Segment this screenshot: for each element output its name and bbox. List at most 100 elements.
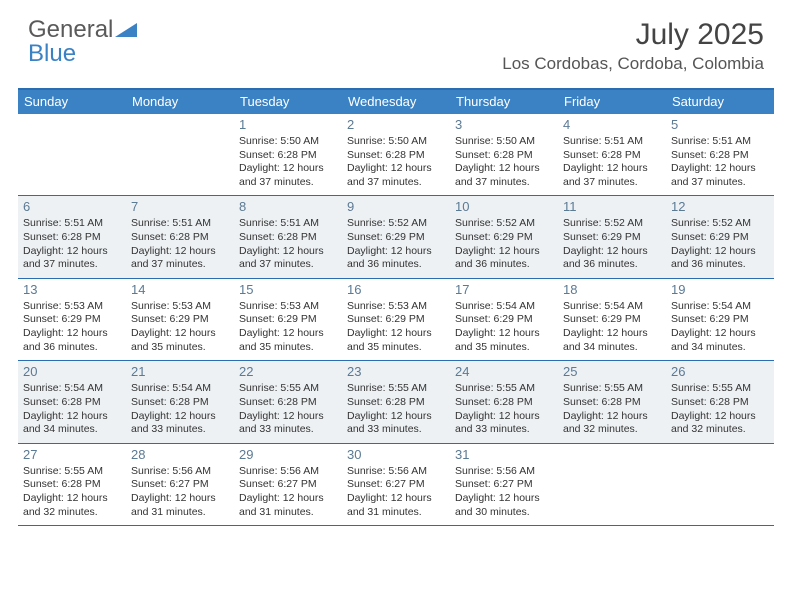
- calendar-empty-cell: [18, 114, 126, 195]
- weekday-header: Friday: [558, 90, 666, 114]
- sunset-line: Sunset: 6:28 PM: [455, 396, 553, 410]
- day-number: 30: [347, 447, 445, 464]
- day-number: 5: [671, 117, 769, 134]
- calendar-day-cell: 12Sunrise: 5:52 AMSunset: 6:29 PMDayligh…: [666, 196, 774, 277]
- weekday-header: Saturday: [666, 90, 774, 114]
- sunrise-line: Sunrise: 5:53 AM: [23, 300, 121, 314]
- calendar-day-cell: 3Sunrise: 5:50 AMSunset: 6:28 PMDaylight…: [450, 114, 558, 195]
- daylight-line: Daylight: 12 hours and 37 minutes.: [131, 245, 229, 272]
- sunrise-line: Sunrise: 5:53 AM: [239, 300, 337, 314]
- daylight-line: Daylight: 12 hours and 31 minutes.: [239, 492, 337, 519]
- day-number: 25: [563, 364, 661, 381]
- daylight-line: Daylight: 12 hours and 33 minutes.: [131, 410, 229, 437]
- sunset-line: Sunset: 6:29 PM: [239, 313, 337, 327]
- daylight-line: Daylight: 12 hours and 35 minutes.: [239, 327, 337, 354]
- calendar: Sunday Monday Tuesday Wednesday Thursday…: [18, 88, 774, 526]
- day-number: 31: [455, 447, 553, 464]
- sunrise-line: Sunrise: 5:50 AM: [347, 135, 445, 149]
- daylight-line: Daylight: 12 hours and 34 minutes.: [563, 327, 661, 354]
- sunrise-line: Sunrise: 5:54 AM: [455, 300, 553, 314]
- sunset-line: Sunset: 6:28 PM: [23, 231, 121, 245]
- sunrise-line: Sunrise: 5:56 AM: [455, 465, 553, 479]
- daylight-line: Daylight: 12 hours and 37 minutes.: [455, 162, 553, 189]
- sunrise-line: Sunrise: 5:54 AM: [563, 300, 661, 314]
- daylight-line: Daylight: 12 hours and 33 minutes.: [347, 410, 445, 437]
- calendar-day-cell: 29Sunrise: 5:56 AMSunset: 6:27 PMDayligh…: [234, 444, 342, 525]
- sunrise-line: Sunrise: 5:50 AM: [239, 135, 337, 149]
- sunset-line: Sunset: 6:28 PM: [239, 149, 337, 163]
- sunrise-line: Sunrise: 5:51 AM: [671, 135, 769, 149]
- sunset-line: Sunset: 6:28 PM: [455, 149, 553, 163]
- day-number: 6: [23, 199, 121, 216]
- day-number: 10: [455, 199, 553, 216]
- sunrise-line: Sunrise: 5:54 AM: [671, 300, 769, 314]
- calendar-day-cell: 31Sunrise: 5:56 AMSunset: 6:27 PMDayligh…: [450, 444, 558, 525]
- sunset-line: Sunset: 6:29 PM: [131, 313, 229, 327]
- day-number: 22: [239, 364, 337, 381]
- sunset-line: Sunset: 6:28 PM: [671, 396, 769, 410]
- sunrise-line: Sunrise: 5:54 AM: [131, 382, 229, 396]
- sunset-line: Sunset: 6:29 PM: [671, 231, 769, 245]
- sunrise-line: Sunrise: 5:51 AM: [563, 135, 661, 149]
- calendar-week-row: 13Sunrise: 5:53 AMSunset: 6:29 PMDayligh…: [18, 279, 774, 361]
- sunset-line: Sunset: 6:29 PM: [563, 231, 661, 245]
- calendar-day-cell: 6Sunrise: 5:51 AMSunset: 6:28 PMDaylight…: [18, 196, 126, 277]
- sunrise-line: Sunrise: 5:53 AM: [347, 300, 445, 314]
- calendar-day-cell: 30Sunrise: 5:56 AMSunset: 6:27 PMDayligh…: [342, 444, 450, 525]
- logo-line1: General: [28, 16, 113, 43]
- sunrise-line: Sunrise: 5:55 AM: [563, 382, 661, 396]
- sunrise-line: Sunrise: 5:51 AM: [131, 217, 229, 231]
- calendar-day-cell: 28Sunrise: 5:56 AMSunset: 6:27 PMDayligh…: [126, 444, 234, 525]
- calendar-empty-cell: [666, 444, 774, 525]
- daylight-line: Daylight: 12 hours and 32 minutes.: [671, 410, 769, 437]
- daylight-line: Daylight: 12 hours and 32 minutes.: [563, 410, 661, 437]
- calendar-week-row: 27Sunrise: 5:55 AMSunset: 6:28 PMDayligh…: [18, 444, 774, 526]
- weekday-header: Thursday: [450, 90, 558, 114]
- sunset-line: Sunset: 6:29 PM: [347, 231, 445, 245]
- day-number: 21: [131, 364, 229, 381]
- daylight-line: Daylight: 12 hours and 32 minutes.: [23, 492, 121, 519]
- calendar-day-cell: 26Sunrise: 5:55 AMSunset: 6:28 PMDayligh…: [666, 361, 774, 442]
- day-number: 15: [239, 282, 337, 299]
- header: General Blue July 2025 Los Cordobas, Cor…: [0, 0, 792, 80]
- sunrise-line: Sunrise: 5:50 AM: [455, 135, 553, 149]
- sunrise-line: Sunrise: 5:56 AM: [131, 465, 229, 479]
- sunrise-line: Sunrise: 5:53 AM: [131, 300, 229, 314]
- day-number: 26: [671, 364, 769, 381]
- calendar-day-cell: 13Sunrise: 5:53 AMSunset: 6:29 PMDayligh…: [18, 279, 126, 360]
- sunset-line: Sunset: 6:29 PM: [23, 313, 121, 327]
- day-number: 16: [347, 282, 445, 299]
- daylight-line: Daylight: 12 hours and 36 minutes.: [671, 245, 769, 272]
- day-number: 28: [131, 447, 229, 464]
- daylight-line: Daylight: 12 hours and 37 minutes.: [347, 162, 445, 189]
- daylight-line: Daylight: 12 hours and 35 minutes.: [131, 327, 229, 354]
- daylight-line: Daylight: 12 hours and 37 minutes.: [563, 162, 661, 189]
- calendar-day-cell: 18Sunrise: 5:54 AMSunset: 6:29 PMDayligh…: [558, 279, 666, 360]
- sunset-line: Sunset: 6:28 PM: [131, 396, 229, 410]
- calendar-day-cell: 27Sunrise: 5:55 AMSunset: 6:28 PMDayligh…: [18, 444, 126, 525]
- calendar-day-cell: 7Sunrise: 5:51 AMSunset: 6:28 PMDaylight…: [126, 196, 234, 277]
- sunset-line: Sunset: 6:27 PM: [455, 478, 553, 492]
- calendar-day-cell: 19Sunrise: 5:54 AMSunset: 6:29 PMDayligh…: [666, 279, 774, 360]
- day-number: 19: [671, 282, 769, 299]
- day-number: 24: [455, 364, 553, 381]
- daylight-line: Daylight: 12 hours and 37 minutes.: [239, 245, 337, 272]
- calendar-day-cell: 17Sunrise: 5:54 AMSunset: 6:29 PMDayligh…: [450, 279, 558, 360]
- daylight-line: Daylight: 12 hours and 35 minutes.: [455, 327, 553, 354]
- sunset-line: Sunset: 6:28 PM: [23, 396, 121, 410]
- calendar-day-cell: 24Sunrise: 5:55 AMSunset: 6:28 PMDayligh…: [450, 361, 558, 442]
- day-number: 14: [131, 282, 229, 299]
- sunset-line: Sunset: 6:29 PM: [671, 313, 769, 327]
- sunset-line: Sunset: 6:28 PM: [563, 149, 661, 163]
- logo: General Blue: [28, 18, 137, 66]
- daylight-line: Daylight: 12 hours and 37 minutes.: [239, 162, 337, 189]
- calendar-day-cell: 25Sunrise: 5:55 AMSunset: 6:28 PMDayligh…: [558, 361, 666, 442]
- sunset-line: Sunset: 6:28 PM: [131, 231, 229, 245]
- calendar-week-row: 1Sunrise: 5:50 AMSunset: 6:28 PMDaylight…: [18, 114, 774, 196]
- weekday-header-row: Sunday Monday Tuesday Wednesday Thursday…: [18, 90, 774, 114]
- weekday-header: Wednesday: [342, 90, 450, 114]
- logo-line2: Blue: [28, 42, 137, 66]
- calendar-week-row: 6Sunrise: 5:51 AMSunset: 6:28 PMDaylight…: [18, 196, 774, 278]
- day-number: 8: [239, 199, 337, 216]
- daylight-line: Daylight: 12 hours and 34 minutes.: [671, 327, 769, 354]
